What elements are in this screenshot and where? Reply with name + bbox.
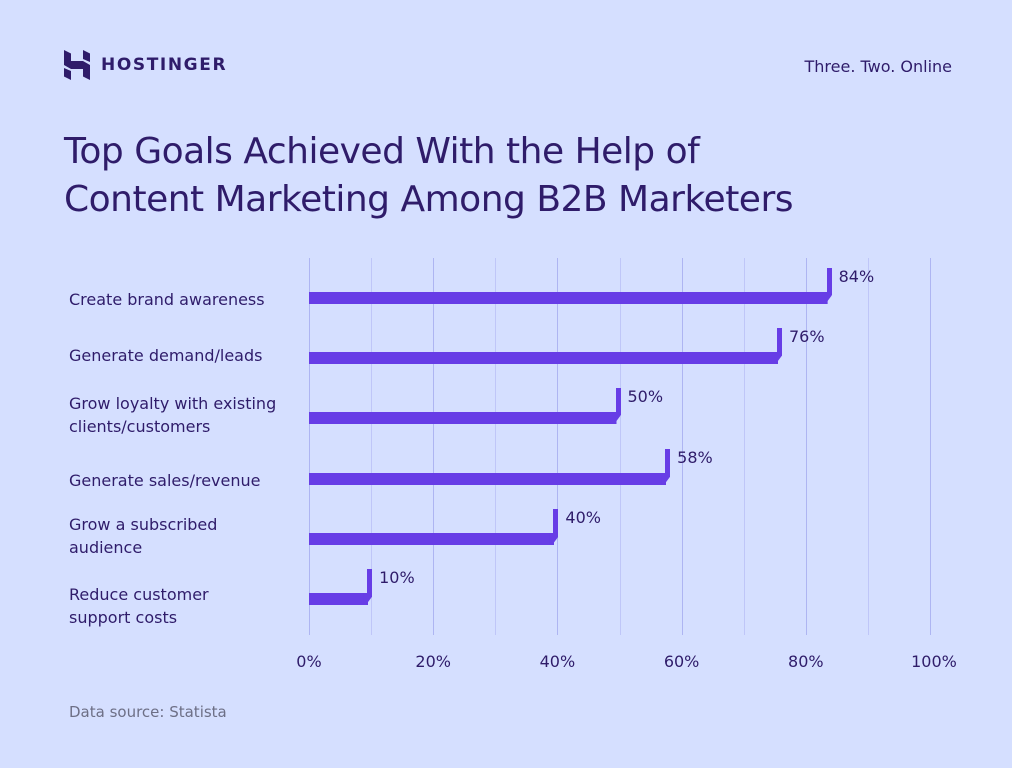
bar-end xyxy=(772,352,782,364)
category-label-line: Generate sales/revenue xyxy=(69,471,261,490)
value-label: 50% xyxy=(627,387,664,406)
brand-name: HOSTINGER xyxy=(101,55,228,75)
category-label-line: Generate demand/leads xyxy=(69,346,263,365)
gridline xyxy=(495,258,497,635)
gridline xyxy=(805,258,807,635)
gridline xyxy=(557,258,559,635)
title-line-2: Content Marketing Among B2B Marketers xyxy=(64,179,794,220)
category-label: Grow loyalty with existing clients/custom… xyxy=(69,392,276,438)
bar-end xyxy=(611,412,621,424)
category-label: Create brand awareness xyxy=(69,288,265,311)
bar xyxy=(309,473,667,485)
bar-end xyxy=(363,593,373,605)
x-tick-label: 20% xyxy=(415,652,451,671)
bar-marker xyxy=(665,449,671,476)
chart-title: Top Goals Achieved With the Help of Cont… xyxy=(64,128,794,224)
bar xyxy=(309,292,828,304)
bar-marker xyxy=(367,569,373,596)
category-label-line: Grow loyalty with existing xyxy=(69,394,277,413)
x-tick-label: 40% xyxy=(539,652,576,671)
category-label-line: clients/customers xyxy=(69,417,211,436)
value-label: 40% xyxy=(565,508,601,527)
x-tick-label: 60% xyxy=(663,652,700,671)
title-line-1: Top Goals Achieved With the Help of xyxy=(64,131,700,172)
hostinger-logo-icon xyxy=(64,50,90,80)
gridline xyxy=(930,258,931,635)
bar xyxy=(309,593,369,605)
data-source: Data source: Statista xyxy=(69,703,227,721)
category-label: Grow a subscribed audience xyxy=(69,513,217,559)
bar-marker xyxy=(615,388,621,415)
value-label: 84% xyxy=(838,267,875,286)
category-label-line: support costs xyxy=(69,608,178,627)
value-label: 10% xyxy=(379,568,415,587)
gridline xyxy=(619,258,621,635)
gridline xyxy=(681,258,683,635)
x-tick-label: 0% xyxy=(296,652,322,671)
gridline xyxy=(309,258,310,635)
category-label-line: Grow a subscribed xyxy=(69,515,218,534)
value-label: 76% xyxy=(788,327,825,346)
category-label: Generate sales/revenue xyxy=(69,469,260,492)
x-tick-label: 80% xyxy=(788,652,824,671)
gridline xyxy=(433,258,435,635)
bar-marker xyxy=(826,268,832,295)
gridline xyxy=(743,258,745,635)
bar xyxy=(309,352,778,364)
gridline xyxy=(371,258,373,635)
category-label: Reduce customer support costs xyxy=(69,583,209,629)
value-label: 58% xyxy=(677,448,713,467)
category-label-line: Reduce customer xyxy=(69,585,209,604)
brand-logo: HOSTINGER xyxy=(64,50,227,80)
category-label-line: Create brand awareness xyxy=(69,290,265,309)
bar xyxy=(309,412,617,424)
gridline xyxy=(867,258,869,635)
bar xyxy=(309,533,555,545)
x-tick-label: 100% xyxy=(911,652,957,671)
tagline: Three. Two. Online xyxy=(804,57,953,76)
bar-end xyxy=(549,533,559,545)
category-label-line: audience xyxy=(69,538,143,557)
category-label: Generate demand/leads xyxy=(69,344,262,367)
bar-marker xyxy=(776,328,782,355)
bar-marker xyxy=(553,509,559,536)
bar-end xyxy=(661,473,671,485)
bar-end xyxy=(822,292,832,304)
